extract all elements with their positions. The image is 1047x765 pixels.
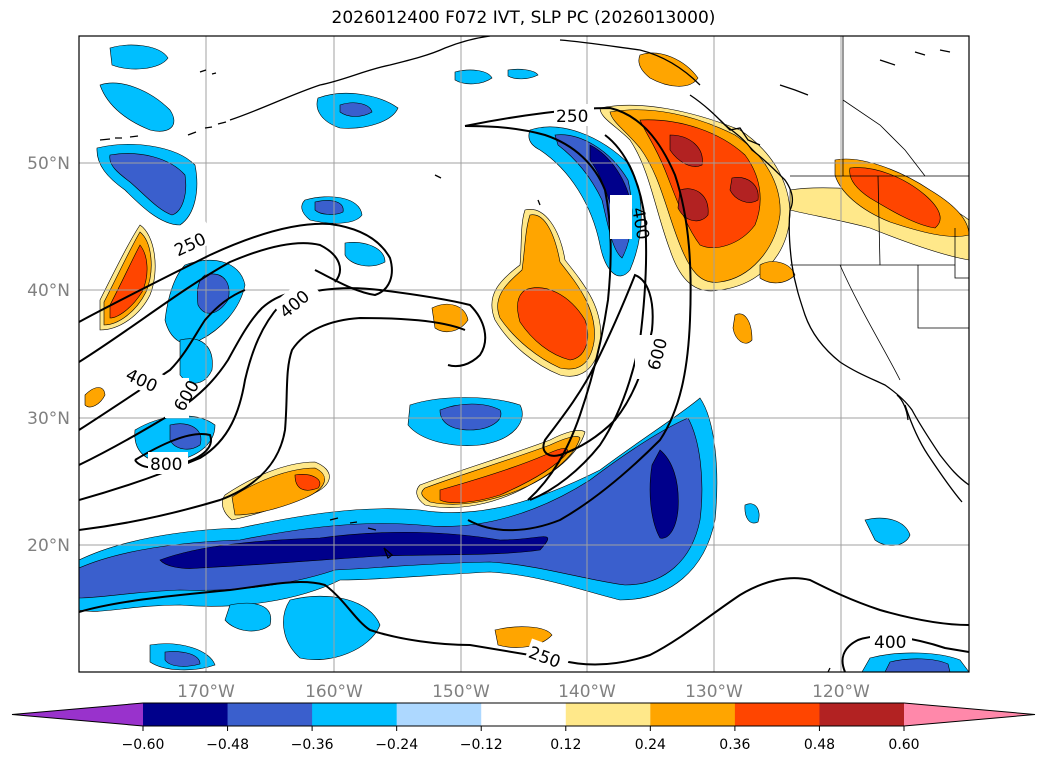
graticule	[79, 36, 969, 672]
colorbar-tick-label: −0.60	[122, 737, 165, 753]
longitude-labels: 170°W 160°W 150°W 140°W 130°W 120°W	[177, 682, 870, 702]
contour-label: 400	[874, 633, 906, 653]
slp-contours	[79, 106, 969, 672]
colorbar-segment	[565, 703, 651, 726]
colorbar-segment	[650, 703, 736, 726]
lat-label: 20°N	[27, 536, 70, 556]
colorbar-tick-label: 0.36	[719, 737, 750, 753]
colorbar-segment	[312, 703, 398, 726]
colorbar-tick-label: 0.60	[888, 737, 919, 753]
contour-label: 800	[150, 455, 182, 475]
colorbar: −0.60 −0.48 −0.36 −0.24 −0.12 0.12 0.24 0.36 0.4…	[11, 702, 1036, 753]
lat-label: 50°N	[27, 154, 70, 174]
lon-label: 150°W	[432, 682, 490, 702]
colorbar-tick-label: −0.12	[460, 737, 503, 753]
lon-label: 160°W	[305, 682, 363, 702]
colorbar-segment	[396, 703, 482, 726]
lat-label: 30°N	[27, 409, 70, 429]
colorbar-tick-label: 0.12	[550, 737, 581, 753]
colorbar-tick-label: −0.36	[291, 737, 334, 753]
colorbar-segment	[481, 703, 567, 726]
colorbar-tick-label: 0.48	[804, 737, 835, 753]
negative-anomaly-fills	[79, 44, 969, 672]
colorbar-tick-label: −0.24	[375, 737, 418, 753]
lon-label: 140°W	[558, 682, 616, 702]
latitude-labels: 50°N 40°N 30°N 20°N	[27, 154, 70, 556]
colorbar-extend-high	[904, 703, 1035, 726]
colorbar-segment	[734, 703, 820, 726]
colorbar-segment	[143, 703, 229, 726]
lat-label: 40°N	[27, 281, 70, 301]
map-area: 250 250 250 400 400 400 400 400 600 600 …	[79, 36, 969, 672]
lon-label: 120°W	[812, 682, 870, 702]
colorbar-tick-label: −0.48	[206, 737, 249, 753]
map-frame	[78, 35, 970, 673]
colorbar-extend-low	[12, 703, 143, 726]
lon-label: 170°W	[177, 682, 235, 702]
political-borders	[790, 36, 969, 381]
contour-label: 250	[556, 107, 588, 127]
coastlines	[99, 36, 969, 672]
colorbar-segment	[227, 703, 313, 726]
map-title: 2026012400 F072 IVT, SLP PC (2026013000)	[331, 8, 716, 28]
colorbar-segment	[819, 703, 905, 726]
colorbar-tick-label: 0.24	[635, 737, 666, 753]
lon-label: 130°W	[685, 682, 743, 702]
